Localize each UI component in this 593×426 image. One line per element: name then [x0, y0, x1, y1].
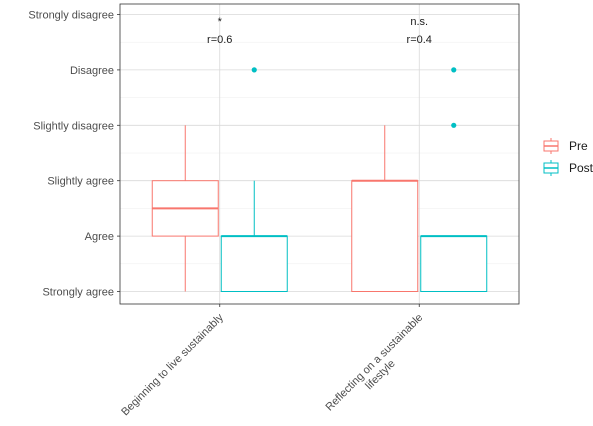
box-pre [151, 125, 219, 292]
significance-label: n.s. [410, 16, 428, 28]
significance-label: * [218, 16, 223, 28]
legend: Pre Post [543, 138, 593, 176]
legend-label: Post [569, 161, 593, 175]
gridlines [120, 4, 519, 304]
annotations: * r=0.6 n.s. r=0.4 [207, 16, 432, 46]
y-tick-label: Agree [85, 231, 114, 243]
y-tick-label: Slightly disagree [33, 120, 114, 132]
panel-border [119, 3, 520, 305]
box-body [351, 180, 419, 292]
box-layer [151, 67, 488, 293]
outlier-point [451, 122, 457, 128]
box-post [220, 67, 288, 293]
outlier-point [251, 67, 257, 73]
x-tick-label: Beginning to live sustainably [119, 311, 226, 418]
box-pre [351, 125, 419, 292]
legend-item-post: Post [543, 160, 593, 176]
box-body [220, 235, 288, 293]
outlier-point [451, 67, 457, 73]
legend-label: Pre [569, 139, 588, 153]
effect-size-label: r=0.6 [207, 34, 232, 46]
x-tick-label: Reflecting on a sustainablelifestyle [323, 312, 434, 423]
effect-size-label: r=0.4 [407, 34, 432, 46]
y-tick-label: Strongly agree [42, 287, 114, 299]
y-tick-label: Strongly disagree [28, 10, 114, 22]
legend-item-pre: Pre [543, 138, 588, 154]
box-post [420, 67, 488, 293]
x-axis: Beginning to live sustainably Reflecting … [119, 304, 434, 423]
y-axis: Strongly agree Agree Slightly agree Slightl… [28, 10, 120, 299]
x-tick-label-line: Reflecting on a sustainable [323, 312, 425, 414]
y-tick-label: Slightly agree [47, 176, 114, 188]
y-tick-label: Disagree [70, 65, 114, 77]
box-body [420, 235, 488, 293]
